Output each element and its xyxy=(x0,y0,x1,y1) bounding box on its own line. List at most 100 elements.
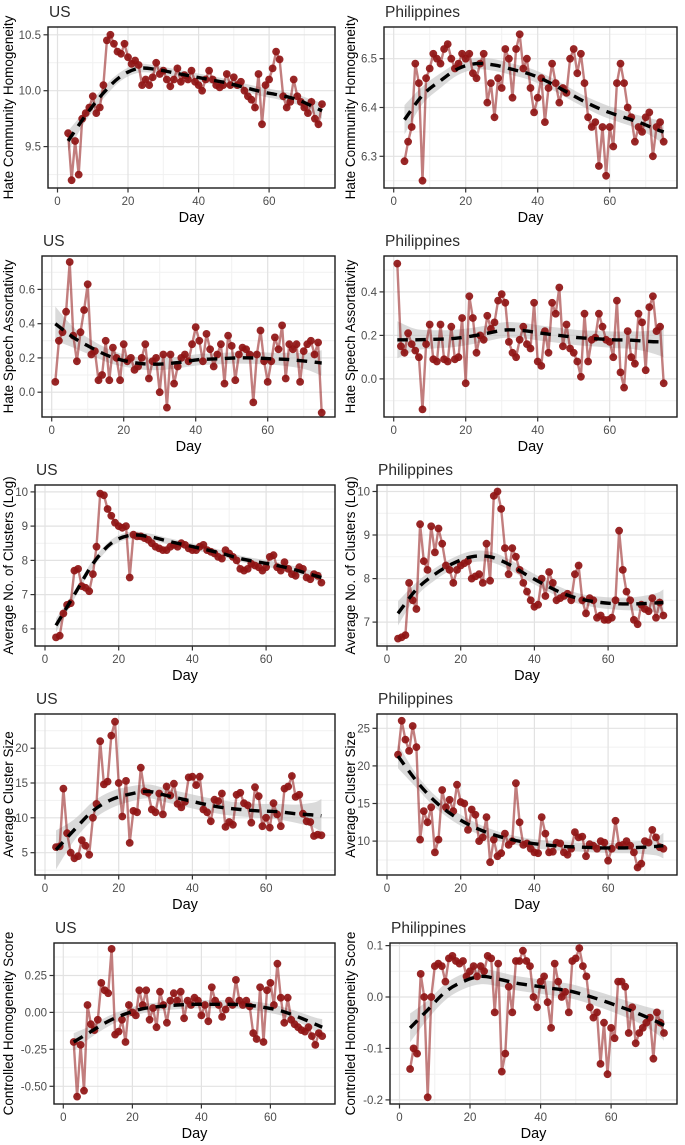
x-tick-label: 0 xyxy=(48,425,54,437)
panel-border xyxy=(389,942,678,1105)
y-tick-label: 0.1 xyxy=(367,941,383,953)
y-tick-label: 7 xyxy=(22,590,28,602)
panel-border xyxy=(34,484,336,647)
panel-border xyxy=(47,26,336,189)
y-tick-label: -0.2 xyxy=(363,1095,383,1107)
trend-line xyxy=(403,61,665,134)
y-axis-label: Controlled Homogeneity Score xyxy=(1,932,16,1116)
chart-ph-average-cluster-size: 0 20 40 60 10 15 20 25 Philippines Day Average Clu… xyxy=(342,687,685,916)
data-points xyxy=(52,717,326,863)
data-points xyxy=(69,945,327,1101)
y-axis-label: Hate Community Homogeneity xyxy=(1,15,16,199)
chart-us-hate-speech-assortativity: 0 20 40 60 0.0 0.2 0.4 0.6 US Day Hate Speech Asso… xyxy=(0,229,342,458)
x-tick-label: 60 xyxy=(603,196,616,208)
trend-line xyxy=(408,974,665,1030)
trend-line xyxy=(66,66,323,142)
x-tick-label: 60 xyxy=(263,196,276,208)
x-tick-label: 60 xyxy=(602,883,615,895)
y-axis-label: Controlled Homogeneity Score xyxy=(343,932,358,1116)
x-tick-label: 40 xyxy=(528,654,541,666)
chart-us-average-cluster-size: 0 20 40 60 5 10 15 20 US Day Average Cluster Size xyxy=(0,687,342,916)
y-tick-label: 9 xyxy=(22,521,28,533)
data-points xyxy=(51,258,326,417)
x-tick-label: 0 xyxy=(384,654,390,666)
x-tick-label: 40 xyxy=(192,196,205,208)
chart-title: Philippines xyxy=(391,920,466,937)
data-points xyxy=(393,259,668,414)
x-tick-label: 20 xyxy=(126,1112,139,1124)
x-tick-label: 40 xyxy=(189,425,202,437)
y-tick-label: 20 xyxy=(357,761,370,773)
x-tick-label: 0 xyxy=(390,425,396,437)
x-tick-label: 20 xyxy=(454,654,467,666)
y-tick-label: 10 xyxy=(15,487,28,499)
trend-line xyxy=(396,554,664,615)
x-tick-label: 0 xyxy=(384,883,390,895)
panel-border xyxy=(383,255,678,418)
chart-title: Philippines xyxy=(378,691,453,708)
y-axis-label: Average Cluster Size xyxy=(1,731,16,858)
y-axis-label: Hate Speech Assortativity xyxy=(1,259,16,413)
y-tick-label: -0.50 xyxy=(21,1081,47,1093)
chart-title: Philippines xyxy=(385,4,460,21)
x-tick-label: 60 xyxy=(264,1112,277,1124)
x-axis-label: Day xyxy=(514,668,541,684)
x-tick-label: 40 xyxy=(195,1112,208,1124)
y-axis-label: Hate Community Homogeneity xyxy=(343,15,358,199)
y-tick-label: 0.6 xyxy=(19,284,35,296)
y-tick-label: -0.25 xyxy=(21,1044,47,1056)
x-tick-label: 20 xyxy=(117,425,130,437)
x-tick-label: 40 xyxy=(186,654,199,666)
chart-ph-controlled-homogeneity-score: 0 20 40 60 -0.2 -0.1 0.0 0.1 Philippines Day Contr… xyxy=(342,916,685,1145)
x-axis-label: Day xyxy=(176,439,203,455)
data-points xyxy=(400,30,668,185)
trend-line xyxy=(54,322,322,366)
chart-title: US xyxy=(36,691,58,708)
y-tick-label: 0.0 xyxy=(19,387,35,399)
x-tick-label: 20 xyxy=(459,425,472,437)
x-tick-label: 60 xyxy=(603,425,616,437)
x-tick-label: 20 xyxy=(459,196,472,208)
x-tick-label: 60 xyxy=(261,425,274,437)
trend-line xyxy=(54,533,322,627)
x-axis-label: Day xyxy=(514,897,541,913)
y-tick-label: 15 xyxy=(15,778,28,790)
y-tick-label: 0.2 xyxy=(19,353,35,365)
y-tick-label: 0.00 xyxy=(25,1007,47,1019)
x-tick-label: 40 xyxy=(531,196,544,208)
y-axis-label: Average No. of Clusters (Log) xyxy=(343,476,358,654)
y-tick-label: 10 xyxy=(15,813,28,825)
chart-title: US xyxy=(36,462,58,479)
y-tick-label: 8 xyxy=(364,574,370,586)
x-axis-label: Day xyxy=(179,210,206,226)
y-tick-label: 10 xyxy=(357,487,370,499)
trend-line xyxy=(397,328,664,344)
y-tick-label: 10.5 xyxy=(19,30,41,42)
chart-ph-hate-community-homogeneity: 0 20 40 60 6.3 6.4 6.5 Philippines Day Hate Commu… xyxy=(342,0,685,229)
trend-line xyxy=(54,789,322,852)
data-points xyxy=(406,944,668,1102)
y-axis-label: Average No. of Clusters (Log) xyxy=(1,476,16,654)
data-points xyxy=(64,30,326,185)
y-tick-label: 10 xyxy=(357,836,370,848)
x-axis-label: Day xyxy=(172,897,199,913)
confidence-ribbon xyxy=(56,784,322,870)
x-axis-label: Day xyxy=(521,1126,548,1142)
x-tick-label: 60 xyxy=(260,883,273,895)
trend-line xyxy=(72,1002,323,1044)
y-tick-label: 8 xyxy=(22,555,28,567)
y-tick-label: 7 xyxy=(364,617,370,629)
panel-background xyxy=(42,256,335,417)
x-tick-label: 20 xyxy=(122,196,135,208)
y-tick-label: -0.1 xyxy=(363,1043,383,1055)
data-points xyxy=(394,487,668,643)
y-tick-label: 6.5 xyxy=(361,54,377,66)
y-tick-label: 0.25 xyxy=(25,971,47,983)
y-tick-label: 0.0 xyxy=(367,992,383,1004)
chart-us-hate-community-homogeneity: 0 20 40 60 9.5 10.0 10.5 US Day Hate Community Ho… xyxy=(0,0,342,229)
panel-border xyxy=(376,713,678,876)
chart-us-average-no-of-clusters-log: 0 20 40 60 6 7 8 9 10 US Day Average No. of Cluster… xyxy=(0,458,342,687)
x-tick-label: 60 xyxy=(260,654,273,666)
x-axis-label: Day xyxy=(518,210,545,226)
